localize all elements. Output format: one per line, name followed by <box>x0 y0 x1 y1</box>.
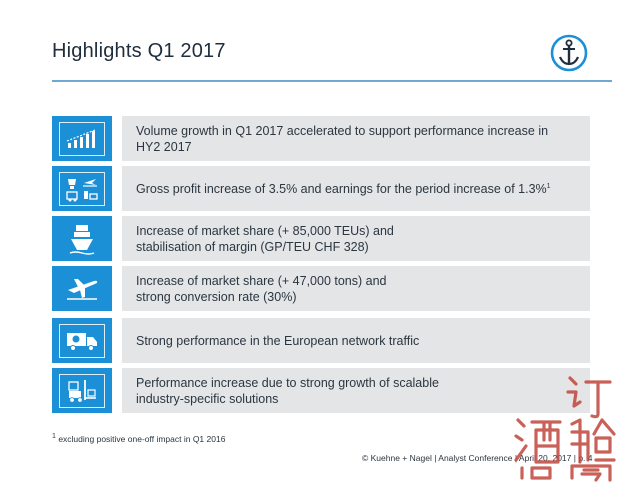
footnote-marker: 1 <box>546 182 551 190</box>
highlight-row: Strong performance in the European netwo… <box>52 318 590 363</box>
highlight-line: Strong performance in the European netwo… <box>136 333 420 348</box>
highlight-row: Volume growth in Q1 2017 accelerated to … <box>52 116 590 161</box>
highlight-text: Strong performance in the European netwo… <box>122 318 590 363</box>
footnote: 1 excluding positive one-off impact in Q… <box>52 432 225 444</box>
logistics-mix-icon <box>52 166 112 211</box>
highlight-line: Increase of market share (+ 47,000 tons)… <box>136 273 387 288</box>
highlight-line: strong conversion rate (30%) <box>136 289 297 304</box>
highlight-text: Performance increase due to strong growt… <box>122 368 590 413</box>
footer-text: © Kuehne + Nagel | Analyst Conference | … <box>362 453 593 463</box>
title-divider <box>52 80 612 82</box>
highlight-line: industry-specific solutions <box>136 391 279 406</box>
highlight-line-text: Gross profit increase of 3.5% and earnin… <box>136 181 547 196</box>
forklift-contract-logistics-icon <box>52 368 112 413</box>
road-logistics-truck-icon <box>52 318 112 363</box>
highlight-row: Increase of market share (+ 85,000 TEUs)… <box>52 216 590 261</box>
highlight-text: Gross profit increase of 3.5% and earnin… <box>122 166 590 211</box>
highlight-text: Increase of market share (+ 47,000 tons)… <box>122 266 590 311</box>
anchor-logo-icon <box>550 34 588 72</box>
highlight-text: Increase of market share (+ 85,000 TEUs)… <box>122 216 590 261</box>
highlight-line: Volume growth in Q1 2017 accelerated to … <box>136 123 549 138</box>
slide-title: Highlights Q1 2017 <box>52 40 226 62</box>
footnote-marker: 1 <box>52 432 56 440</box>
highlight-line: stabilisation of margin (GP/TEU CHF 328) <box>136 239 369 254</box>
highlight-row: Gross profit increase of 3.5% and earnin… <box>52 166 590 211</box>
air-freight-icon <box>52 266 112 311</box>
highlight-line: HY2 2017 <box>136 139 192 154</box>
highlight-row: Performance increase due to strong growt… <box>52 368 590 413</box>
highlight-text: Volume growth in Q1 2017 accelerated to … <box>122 116 590 161</box>
highlight-line: Gross profit increase of 3.5% and earnin… <box>136 181 578 197</box>
calligraphy-watermark <box>514 376 616 482</box>
footnote-text: excluding positive one-off impact in Q1 … <box>58 433 226 444</box>
highlight-row: Increase of market share (+ 47,000 tons)… <box>52 266 590 311</box>
highlight-line: Performance increase due to strong growt… <box>136 375 439 390</box>
highlight-line: Increase of market share (+ 85,000 TEUs)… <box>136 223 394 238</box>
growth-chart-icon <box>52 116 112 161</box>
sea-freight-icon <box>52 216 112 261</box>
